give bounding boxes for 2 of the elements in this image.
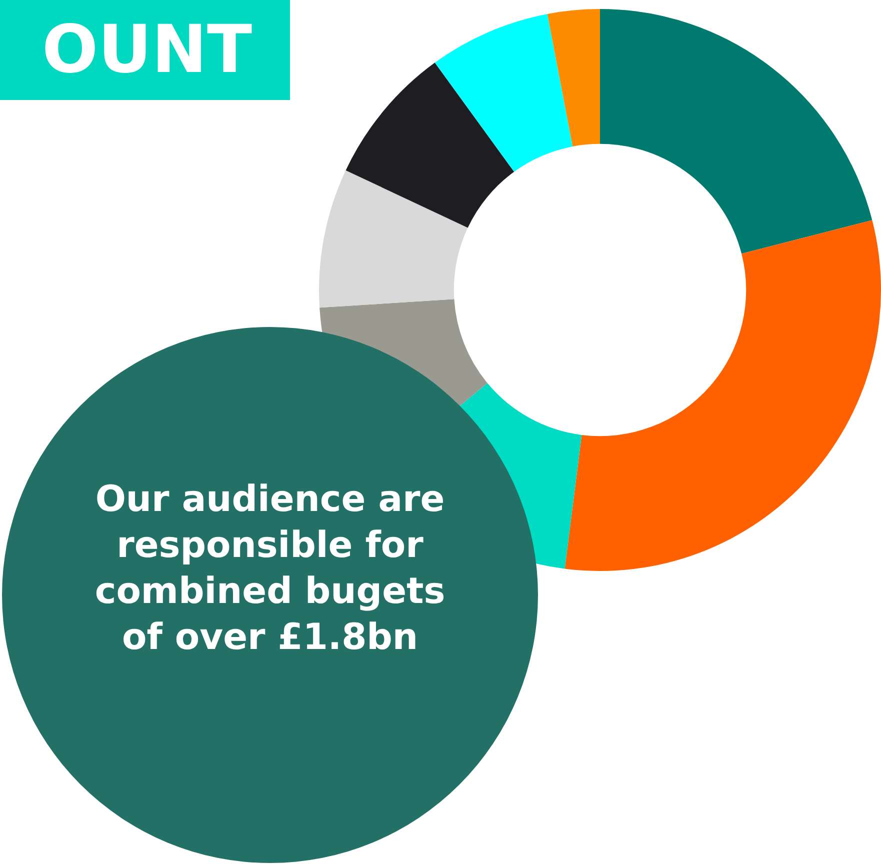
chart-title: OUNT [0, 0, 290, 100]
circle-shape: Our audience are responsible for combined bugets of over £1.8bn [2, 327, 538, 863]
